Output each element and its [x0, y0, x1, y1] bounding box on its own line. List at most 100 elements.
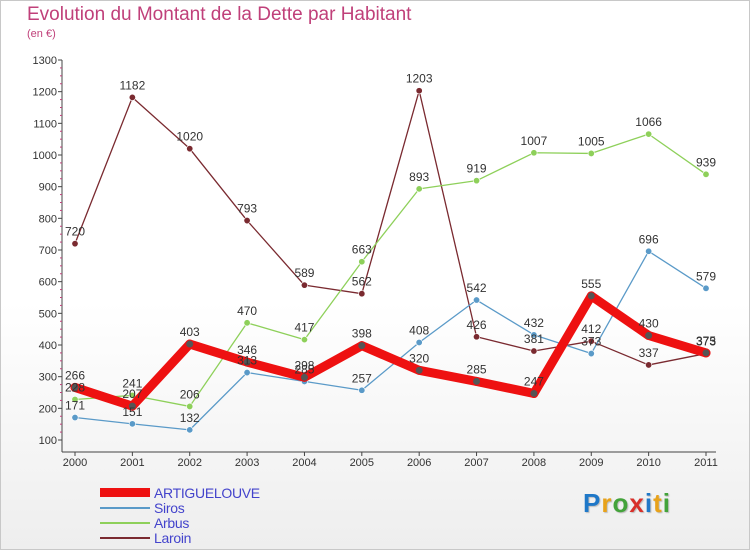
data-label: 470	[237, 304, 257, 318]
data-point	[415, 185, 423, 193]
data-label: 241	[122, 376, 142, 390]
y-tick-label: 300	[39, 372, 57, 384]
data-label: 206	[180, 387, 200, 401]
y-tick-label: 200	[39, 403, 57, 415]
series-line-artiguelouve	[70, 291, 711, 411]
legend-label: Arbus	[154, 514, 190, 531]
data-point	[529, 388, 539, 398]
data-label: 939	[696, 155, 716, 169]
series-line-arbus	[74, 133, 707, 408]
data-point	[71, 395, 79, 403]
x-tick-label: 2010	[636, 457, 660, 469]
data-label: 403	[180, 325, 200, 339]
chart-title: Evolution du Montant de la Dette par Hab…	[27, 4, 412, 25]
data-point	[473, 333, 481, 341]
x-tick-label: 2004	[292, 457, 316, 469]
x-tick-label: 2005	[350, 457, 374, 469]
legend-swatch	[100, 506, 150, 509]
data-point	[243, 369, 251, 377]
data-point	[358, 290, 366, 298]
y-tick-label: 1300	[33, 55, 57, 67]
data-point	[128, 420, 136, 428]
data-point	[702, 170, 710, 178]
data-point	[415, 87, 423, 95]
data-label: 313	[237, 354, 257, 368]
data-point	[414, 365, 424, 375]
data-point	[186, 145, 194, 153]
legend-label: Siros	[154, 499, 185, 516]
chart-subtitle: (en €)	[27, 28, 56, 40]
data-point	[299, 372, 309, 382]
data-label: 562	[352, 275, 372, 289]
data-label: 1066	[635, 115, 662, 129]
data-label: 375	[696, 334, 716, 348]
data-label: 228	[65, 380, 85, 394]
y-tick-label: 1000	[33, 150, 57, 162]
data-label: 893	[409, 170, 429, 184]
data-point	[243, 319, 251, 327]
legend-label: ARTIGUELOUVE	[154, 484, 260, 501]
data-label: 132	[180, 411, 200, 425]
data-label: 720	[65, 225, 85, 239]
data-label: 346	[237, 343, 257, 357]
data-point	[186, 402, 194, 410]
data-label: 1007	[521, 134, 548, 148]
data-label: 337	[639, 346, 659, 360]
data-point	[300, 281, 308, 289]
data-point	[702, 284, 710, 292]
data-label: 247	[524, 374, 544, 388]
series-line-siros	[74, 250, 707, 431]
data-label: 207	[122, 387, 142, 401]
proxiti-logo: Proxiti	[583, 488, 671, 518]
data-label: 266	[65, 368, 85, 382]
y-tick-label: 800	[39, 213, 57, 225]
data-label: 430	[639, 317, 659, 331]
y-tick-label: 500	[39, 308, 57, 320]
legend-item: ARTIGUELOUVE	[100, 484, 260, 501]
data-label: 171	[65, 399, 85, 413]
data-label: 432	[524, 316, 544, 330]
data-point	[128, 93, 136, 101]
chart-legend: ARTIGUELOUVE Siros Arbus Laroin	[100, 484, 260, 546]
data-label: 542	[467, 281, 487, 295]
data-label: 555	[581, 277, 601, 291]
data-label: 426	[467, 318, 487, 332]
x-tick-label: 2002	[177, 457, 201, 469]
data-label: 320	[409, 351, 429, 365]
data-label: 1005	[578, 134, 605, 148]
legend-item: Arbus	[100, 514, 260, 531]
data-label: 151	[122, 405, 142, 419]
data-point	[473, 296, 481, 304]
legend-swatch	[100, 536, 150, 539]
data-point	[358, 258, 366, 266]
data-point	[586, 291, 596, 301]
data-label: 373	[581, 335, 601, 349]
data-label: 1182	[119, 78, 145, 92]
data-point	[587, 149, 595, 157]
x-tick-label: 2007	[464, 457, 488, 469]
data-point	[701, 348, 711, 358]
series-line-laroin	[74, 90, 707, 366]
data-point	[644, 331, 654, 340]
data-label: 1020	[176, 130, 203, 144]
x-tick-label: 2000	[63, 457, 87, 469]
data-label: 412	[581, 322, 601, 336]
y-tick-label: 400	[39, 340, 57, 352]
x-tick-label: 2001	[120, 457, 144, 469]
data-label: 257	[352, 371, 372, 385]
data-label: 298	[294, 358, 314, 372]
y-tick-label: 1100	[33, 118, 57, 130]
data-label: 1203	[406, 72, 433, 86]
data-point	[71, 240, 79, 248]
data-point	[357, 341, 367, 351]
data-label: 919	[467, 162, 487, 176]
legend-swatch	[100, 488, 150, 497]
data-point	[473, 177, 481, 185]
y-tick-label: 100	[39, 435, 57, 447]
y-tick-label: 600	[39, 277, 57, 289]
legend-label: Laroin	[154, 529, 192, 546]
y-tick-label: 1200	[33, 87, 57, 99]
data-label: 398	[352, 327, 372, 341]
data-point	[530, 331, 538, 339]
data-point	[243, 217, 251, 225]
